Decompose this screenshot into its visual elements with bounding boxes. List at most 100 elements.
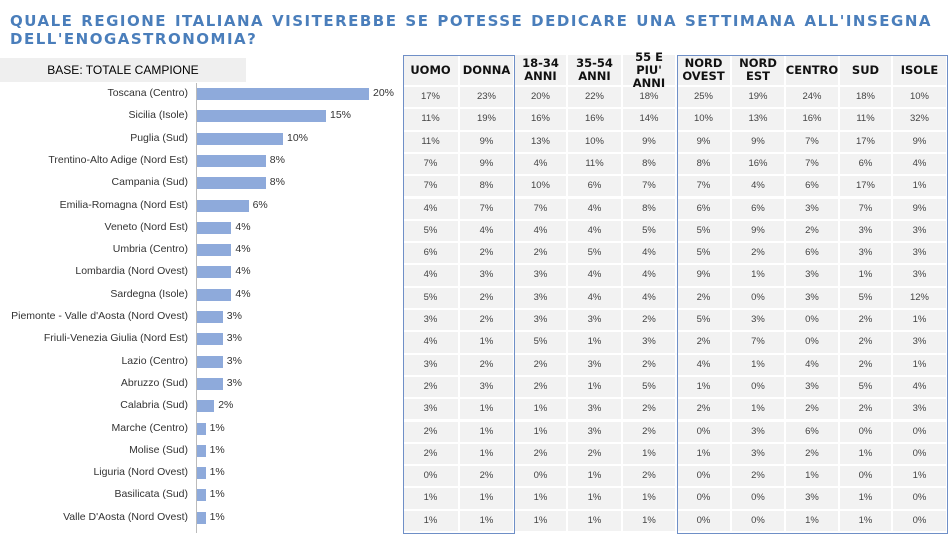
table-cell: 4% <box>623 243 677 266</box>
table-cell: 0% <box>732 376 786 400</box>
bar <box>197 422 206 435</box>
bar-row: Molise (Sud) 1% <box>0 440 400 462</box>
table-cell: 2% <box>840 354 893 377</box>
table-cell: 3% <box>403 399 460 422</box>
table-cell: 3% <box>568 310 623 333</box>
bar <box>197 311 223 323</box>
table-cell: 0% <box>893 510 948 533</box>
table-cell: 3% <box>732 443 786 467</box>
table-cell: 1% <box>515 510 568 533</box>
bar <box>197 177 266 190</box>
column-header: NORD OVEST <box>677 55 732 87</box>
bar <box>197 88 369 100</box>
table-cell: 2% <box>460 287 515 310</box>
table-cell: 0% <box>515 466 568 489</box>
table-cell: 18% <box>840 87 893 110</box>
table-cell: 2% <box>623 421 677 444</box>
table-cell: 1% <box>893 354 948 377</box>
column-header: UOMO <box>403 55 460 87</box>
table-cell: 9% <box>732 220 786 244</box>
table-cell: 5% <box>568 243 623 266</box>
table-cell: 5% <box>840 287 893 310</box>
table-cell: 7% <box>786 153 840 177</box>
bar-row: Basilicata (Sud) 1% <box>0 484 400 506</box>
table-cell: 8% <box>677 153 732 177</box>
table-cell: 3% <box>786 198 840 221</box>
table-cell: 2% <box>403 421 460 444</box>
table-cell: 19% <box>460 109 515 132</box>
table-cell: 9% <box>623 131 677 154</box>
table-cell: 0% <box>786 310 840 333</box>
bar-row: Calabria (Sud) 2% <box>0 395 400 417</box>
table-cell: 9% <box>460 131 515 154</box>
table-cell: 32% <box>893 109 948 132</box>
category-label: Sicilia (Isole) <box>128 109 188 122</box>
table-cell: 16% <box>786 109 840 132</box>
table-cell: 1% <box>893 176 948 199</box>
table-cell: 17% <box>403 87 460 110</box>
table-cell: 0% <box>677 488 732 511</box>
bar <box>197 511 206 524</box>
table-cell: 4% <box>568 220 623 244</box>
table-cell: 10% <box>568 131 623 154</box>
table-cell: 0% <box>786 332 840 355</box>
page-title: QUALE REGIONE ITALIANA VISITEREBBE SE PO… <box>10 12 932 48</box>
bar <box>197 244 232 257</box>
data-label: 3% <box>226 354 242 367</box>
table-cell: 9% <box>677 265 732 288</box>
table-cell: 7% <box>515 198 568 221</box>
table-cell: 1% <box>732 399 786 422</box>
table-cell: 3% <box>893 265 948 288</box>
bar <box>197 110 326 123</box>
table-cell: 4% <box>786 354 840 377</box>
table-cell: 3% <box>786 488 840 511</box>
bar-row: Puglia (Sud) 10% <box>0 128 400 150</box>
data-label: 1% <box>209 421 225 434</box>
bar-row: Liguria (Nord Ovest) 1% <box>0 462 400 484</box>
table-cell: 2% <box>515 376 568 400</box>
bar-row: Piemonte - Valle d'Aosta (Nord Ovest) 3% <box>0 306 400 328</box>
table-cell: 1% <box>623 510 677 533</box>
table-cell: 4% <box>893 376 948 400</box>
table-cell: 17% <box>840 176 893 199</box>
category-label: Trentino-Alto Adige (Nord Est) <box>48 153 188 166</box>
column-header: SUD <box>840 55 893 87</box>
category-label: Lombardia (Nord Ovest) <box>75 265 188 278</box>
table-cell: 4% <box>460 220 515 244</box>
table-cell: 5% <box>403 220 460 244</box>
category-label: Piemonte - Valle d'Aosta (Nord Ovest) <box>11 310 188 322</box>
table-cell: 3% <box>840 243 893 266</box>
column-header: 18-34 ANNI <box>515 55 568 87</box>
column-header: DONNA <box>460 55 515 87</box>
data-label: 3% <box>226 332 242 345</box>
bar <box>197 333 223 346</box>
table-cell: 4% <box>568 287 623 310</box>
table-cell: 6% <box>786 421 840 444</box>
table-cell: 3% <box>403 310 460 333</box>
table-cell: 2% <box>677 399 732 422</box>
table-cell: 6% <box>786 176 840 199</box>
table-cell: 3% <box>460 265 515 288</box>
table-cell: 11% <box>568 153 623 177</box>
data-label: 15% <box>330 109 352 122</box>
category-label: Friuli-Venezia Giulia (Nord Est) <box>43 332 188 345</box>
table-cell: 6% <box>732 198 786 221</box>
table-cell: 1% <box>460 332 515 355</box>
category-label: Calabria (Sud) <box>120 399 188 412</box>
table-cell: 7% <box>732 332 786 355</box>
table-cell: 4% <box>403 265 460 288</box>
table-cell: 3% <box>460 376 515 400</box>
category-label: Marche (Centro) <box>111 421 188 434</box>
table-cell: 4% <box>403 198 460 221</box>
table-cell: 5% <box>515 332 568 355</box>
data-label: 1% <box>209 466 225 479</box>
table-cell: 1% <box>732 265 786 288</box>
bar-row: Sicilia (Isole) 15% <box>0 105 400 127</box>
table-cell: 2% <box>460 243 515 266</box>
table-cell: 11% <box>403 109 460 132</box>
table-cell: 0% <box>677 421 732 444</box>
data-label: 3% <box>226 310 242 322</box>
table-cell: 4% <box>677 354 732 377</box>
table-cell: 2% <box>786 220 840 244</box>
table-cell: 18% <box>623 87 677 110</box>
